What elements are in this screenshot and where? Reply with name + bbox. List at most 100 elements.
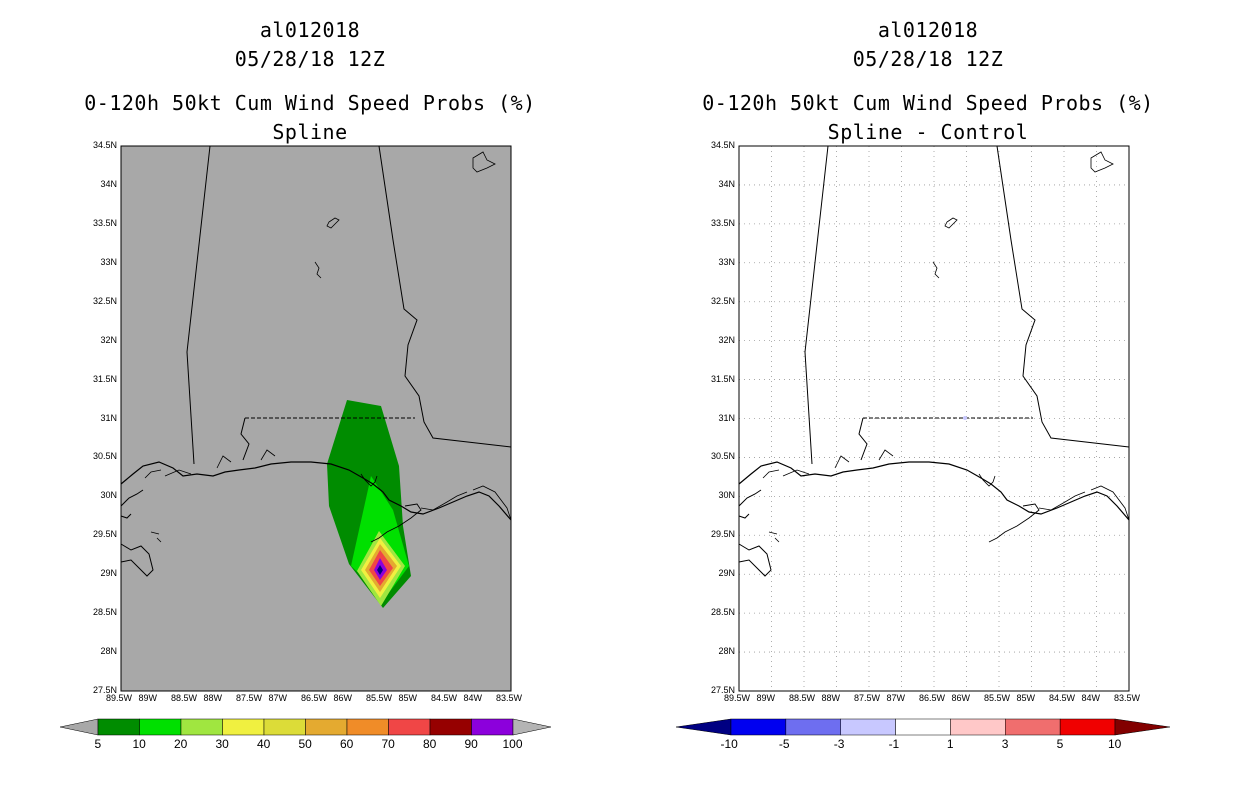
colorbar-label: 80	[423, 737, 437, 751]
colorbar-box	[346, 718, 389, 736]
lon-label: 88W	[821, 693, 841, 703]
colorbar-box	[785, 718, 841, 736]
right-datetime: 05/28/18 12Z	[852, 47, 1004, 71]
colorbar-min-triangle	[59, 718, 99, 736]
lon-label: 87W	[268, 693, 288, 703]
colorbar-max-triangle	[1114, 718, 1171, 736]
lat-label: 29N	[100, 568, 117, 579]
lon-label: 86.5W	[301, 693, 328, 703]
colorbar-box	[840, 718, 896, 736]
lat-label: 34.5N	[92, 140, 117, 150]
lon-label: 85.5W	[366, 693, 393, 703]
lon-label: 88.5W	[171, 693, 198, 703]
right-map-grid	[738, 145, 1130, 692]
colorbar-box	[222, 718, 265, 736]
lat-label: 33N	[100, 256, 117, 267]
left-colorbar	[59, 718, 552, 736]
lon-label: 87W	[886, 693, 906, 703]
lat-label: 34.5N	[710, 140, 735, 150]
lon-label: 87.5W	[854, 693, 881, 703]
lat-label: 28N	[718, 646, 735, 657]
left-map	[120, 145, 512, 692]
colorbar-label: 3	[1001, 737, 1009, 751]
lat-label: 31.5N	[710, 373, 735, 384]
colorbar-label: 90	[464, 737, 478, 751]
lat-label: 27.5N	[92, 685, 117, 695]
lat-label: 32N	[718, 334, 735, 345]
right-subtitle: Spline - Control	[827, 120, 1029, 144]
colorbar-box	[305, 718, 348, 736]
colorbar-max-triangle	[512, 718, 552, 736]
colorbar-label: 5	[94, 737, 102, 751]
lon-label: 84.5W	[1049, 693, 1076, 703]
colorbar-box	[388, 718, 431, 736]
lon-label: 86W	[333, 693, 353, 703]
lat-label: 31N	[100, 412, 117, 423]
lon-label: 89W	[138, 693, 158, 703]
lon-label: 86W	[951, 693, 971, 703]
lat-label: 31N	[718, 412, 735, 423]
lon-label: 83.5W	[1114, 693, 1141, 703]
colorbar-box	[895, 718, 951, 736]
lat-label: 33.5N	[92, 217, 117, 228]
lat-label: 34N	[718, 178, 735, 189]
colorbar-box	[1005, 718, 1061, 736]
lon-label: 89W	[756, 693, 776, 703]
colorbar-box	[139, 718, 182, 736]
colorbar-box	[1059, 718, 1116, 736]
colorbar-box	[97, 718, 140, 736]
colorbar-label: 40	[257, 737, 271, 751]
lon-label: 85.5W	[984, 693, 1011, 703]
colorbar-min-triangle	[675, 718, 732, 736]
left-datetime: 05/28/18 12Z	[234, 47, 386, 71]
lon-label: 85W	[398, 693, 418, 703]
right-map	[738, 145, 1130, 692]
colorbar-box	[950, 718, 1006, 736]
lat-label: 29.5N	[92, 529, 117, 540]
lat-label: 32.5N	[92, 295, 117, 306]
lat-label: 34N	[100, 178, 117, 189]
left-storm-id: al012018	[259, 18, 361, 42]
right-map-frame	[738, 145, 1130, 692]
lon-label: 89.5W	[106, 693, 133, 703]
lon-label: 84W	[463, 693, 483, 703]
lon-label: 87.5W	[236, 693, 263, 703]
lat-label: 30.5N	[92, 451, 117, 462]
colorbar-label: 1	[946, 737, 954, 751]
lat-label: 33N	[718, 256, 735, 267]
left-map-background	[121, 146, 511, 691]
lat-label: 27.5N	[710, 685, 735, 695]
colorbar-label: -10	[720, 737, 738, 751]
colorbar-box	[429, 718, 472, 736]
colorbar-label: 60	[340, 737, 354, 751]
colorbar-label: 10	[132, 737, 146, 751]
colorbar-box	[471, 718, 514, 736]
colorbar-label: 20	[174, 737, 188, 751]
lat-label: 33.5N	[710, 217, 735, 228]
left-subtitle: Spline	[272, 120, 348, 144]
lon-label: 88.5W	[789, 693, 816, 703]
lat-label: 28.5N	[92, 607, 117, 618]
colorbar-label: -3	[833, 737, 845, 751]
lon-label: 86.5W	[919, 693, 946, 703]
right-product-title: 0-120h 50kt Cum Wind Speed Probs (%)	[702, 91, 1154, 115]
lat-label: 31.5N	[92, 373, 117, 384]
lat-label: 32.5N	[710, 295, 735, 306]
lon-label: 85W	[1016, 693, 1036, 703]
lat-label: 29N	[718, 568, 735, 579]
colorbar-label: 30	[215, 737, 229, 751]
lat-label: 32N	[100, 334, 117, 345]
diff-spot	[963, 416, 967, 420]
colorbar-label: 5	[1056, 737, 1064, 751]
lat-label: 28N	[100, 646, 117, 657]
right-storm-id: al012018	[877, 18, 979, 42]
lon-label: 84.5W	[431, 693, 458, 703]
left-map-frame	[120, 145, 512, 692]
colorbar-label: 70	[381, 737, 395, 751]
lat-label: 30N	[718, 490, 735, 501]
colorbar-box	[263, 718, 306, 736]
lat-label: 28.5N	[710, 607, 735, 618]
colorbar-box	[180, 718, 223, 736]
right-colorbar	[675, 718, 1171, 736]
